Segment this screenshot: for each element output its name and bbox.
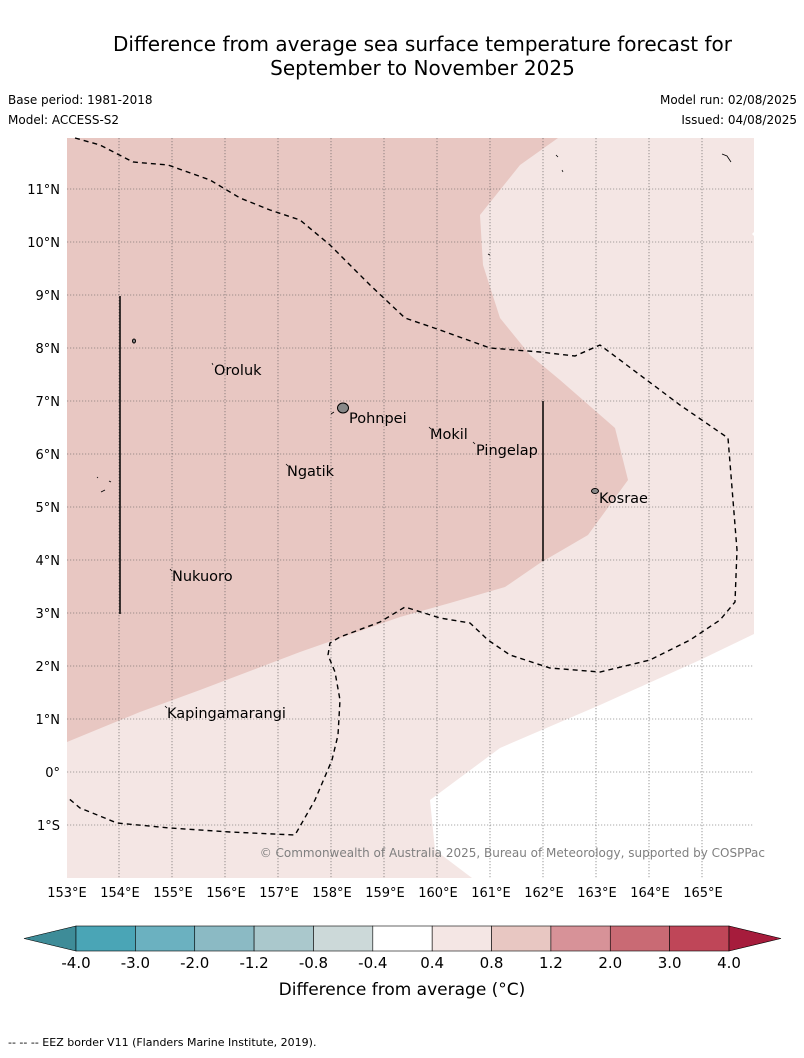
lat-tick-label: 11°N bbox=[27, 183, 60, 198]
colorbar-label: Difference from average (°C) bbox=[278, 980, 526, 1000]
colorbar-segment bbox=[431, 925, 492, 952]
lon-tick-label: 158°E bbox=[312, 886, 352, 901]
title-line-2: September to November 2025 bbox=[270, 56, 575, 80]
pohnpei-island bbox=[337, 402, 349, 414]
kosrae-island bbox=[591, 488, 599, 494]
lat-tick-label: 1°N bbox=[36, 713, 61, 728]
colorbar-ticks: -4.0 -3.0 -2.0 -1.2 -0.8 -0.4 0.4 0.8 1.2 2.0 3.0 4… bbox=[61, 954, 741, 972]
islet bbox=[132, 338, 136, 344]
colorbar-segment bbox=[372, 925, 433, 952]
lat-tick-label: 0° bbox=[45, 766, 60, 781]
place-label-oroluk: Oroluk bbox=[214, 363, 262, 379]
colorbar-tick-label: -2.0 bbox=[180, 954, 209, 972]
colorbar-segment bbox=[135, 925, 196, 952]
model-run: Model run: 02/08/2025 bbox=[659, 93, 797, 107]
lat-axis: 11°N 10°N 9°N 8°N 7°N 6°N 5°N 4°N 3°N 2°… bbox=[27, 183, 60, 834]
eez-footnote: -- -- -- EEZ border V11 (Flanders Marine… bbox=[8, 1036, 317, 1049]
issued-date: Issued: 04/08/2025 bbox=[681, 113, 797, 127]
eez-border bbox=[66, 137, 738, 836]
colorbar-tick-label: -0.4 bbox=[358, 954, 387, 972]
lon-tick-label: 153°E bbox=[47, 886, 87, 901]
place-label-pohnpei: Pohnpei bbox=[349, 411, 407, 427]
lat-tick-label: 4°N bbox=[36, 554, 61, 569]
colorbar-tick-label: 0.4 bbox=[420, 954, 444, 972]
lon-tick-label: 165°E bbox=[683, 886, 723, 901]
colorbar-tick-label: -3.0 bbox=[121, 954, 150, 972]
map-credit: © Commonwealth of Australia 2025, Bureau… bbox=[260, 846, 765, 860]
chart-title: Difference from average sea surface temp… bbox=[0, 32, 804, 80]
colorbar-tick-label: 4.0 bbox=[717, 954, 741, 972]
colorbar-segment bbox=[669, 925, 730, 952]
lon-tick-label: 154°E bbox=[100, 886, 140, 901]
lon-tick-label: 156°E bbox=[206, 886, 246, 901]
lat-tick-label: 8°N bbox=[36, 342, 61, 357]
lat-tick-label: 7°N bbox=[36, 395, 61, 410]
place-label-ngatik: Ngatik bbox=[287, 464, 335, 480]
lon-tick-label: 160°E bbox=[418, 886, 458, 901]
colorbar-tick-label: 3.0 bbox=[658, 954, 682, 972]
lon-tick-label: 161°E bbox=[471, 886, 511, 901]
base-period: Base period: 1981-2018 bbox=[8, 93, 153, 107]
colorbar-segment bbox=[194, 925, 255, 952]
colorbar-segment bbox=[550, 925, 611, 952]
model-name: Model: ACCESS-S2 bbox=[8, 113, 120, 127]
colorbar-tick-label: -4.0 bbox=[61, 954, 90, 972]
lon-axis: 153°E 154°E 155°E 156°E 157°E 158°E 159°… bbox=[47, 886, 723, 901]
lon-tick-label: 157°E bbox=[259, 886, 299, 901]
colorbar-tick-label: -1.2 bbox=[239, 954, 268, 972]
lon-tick-label: 159°E bbox=[365, 886, 405, 901]
lat-tick-label: 6°N bbox=[36, 448, 61, 463]
place-label-nukuoro: Nukuoro bbox=[172, 569, 233, 585]
colorbar-tick-label: 0.8 bbox=[480, 954, 504, 972]
anomaly-fill-medium bbox=[67, 138, 628, 742]
colorbar-extend-low bbox=[23, 925, 77, 952]
colorbar-segment bbox=[491, 925, 552, 952]
islands bbox=[132, 338, 599, 494]
anomaly-fill-white bbox=[430, 634, 754, 878]
lat-tick-label: 2°N bbox=[36, 660, 61, 675]
lon-tick-label: 163°E bbox=[577, 886, 617, 901]
place-label-pingelap: Pingelap bbox=[476, 443, 538, 459]
colorbar-segment bbox=[75, 925, 136, 952]
colorbar-tick-label: -0.8 bbox=[299, 954, 328, 972]
colorbar bbox=[23, 925, 782, 952]
lon-tick-label: 155°E bbox=[153, 886, 193, 901]
lon-tick-label: 164°E bbox=[630, 886, 670, 901]
title-line-1: Difference from average sea surface temp… bbox=[112, 32, 732, 56]
lat-tick-label: 1°S bbox=[37, 819, 60, 834]
colorbar-segment bbox=[609, 925, 670, 952]
lat-tick-label: 9°N bbox=[36, 289, 61, 304]
colorbar-tick-label: 2.0 bbox=[598, 954, 622, 972]
colorbar-segment bbox=[253, 925, 314, 952]
place-label-mokil: Mokil bbox=[430, 427, 468, 443]
colorbar-extend-high bbox=[728, 925, 782, 952]
colorbar-segment bbox=[313, 925, 374, 952]
colorbar-tick-label: 1.2 bbox=[539, 954, 563, 972]
lat-tick-label: 5°N bbox=[36, 501, 61, 516]
lat-tick-label: 3°N bbox=[36, 607, 61, 622]
lon-tick-label: 162°E bbox=[524, 886, 564, 901]
lat-tick-label: 10°N bbox=[27, 236, 60, 251]
place-label-kosrae: Kosrae bbox=[599, 491, 648, 507]
place-label-kapingamarangi: Kapingamarangi bbox=[167, 706, 286, 722]
